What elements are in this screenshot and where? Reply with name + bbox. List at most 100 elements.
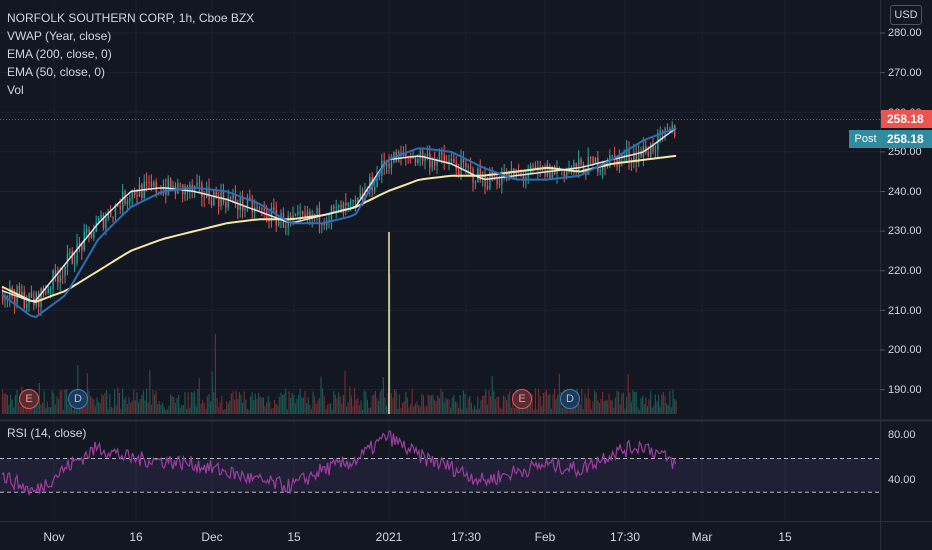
- time-axis-label: 17:30: [609, 530, 641, 544]
- chart-legend: NORFOLK SOUTHERN CORP, 1h, Cboe BZX VWAP…: [7, 9, 254, 99]
- volume-bar: [232, 391, 234, 414]
- volume-bar: [206, 396, 208, 414]
- volume-bar: [146, 388, 148, 414]
- earnings-marker[interactable]: E: [512, 389, 532, 409]
- volume-bar: [109, 394, 111, 414]
- volume-bar: [632, 390, 634, 414]
- volume-bar: [600, 399, 602, 414]
- volume-bar: [67, 404, 69, 414]
- volume-bar: [350, 395, 352, 414]
- volume-bar: [18, 402, 20, 414]
- volume-bar: [107, 409, 109, 414]
- volume-bar: [496, 397, 498, 414]
- candle-body: [441, 152, 443, 155]
- volume-bar: [466, 408, 468, 414]
- volume-bar: [310, 408, 312, 414]
- earnings-marker[interactable]: E: [19, 389, 39, 409]
- candle-body: [225, 201, 227, 208]
- volume-bar: [469, 395, 471, 414]
- volume-bar: [299, 388, 301, 414]
- candle-body: [23, 291, 25, 308]
- candle-body: [206, 187, 208, 198]
- volume-bar: [328, 404, 330, 414]
- rsi-title[interactable]: RSI (14, close): [7, 426, 87, 440]
- indicator-volume[interactable]: Vol: [7, 83, 24, 97]
- indicator-ema50[interactable]: EMA (50, close, 0): [7, 65, 106, 79]
- candle-body: [134, 190, 136, 195]
- volume-bar: [490, 396, 492, 414]
- candle-body: [410, 157, 412, 159]
- volume-bar: [586, 397, 588, 414]
- candle-body: [551, 166, 553, 179]
- volume-bar: [66, 388, 68, 414]
- candle-body: [95, 222, 97, 232]
- volume-bar: [370, 407, 372, 414]
- volume-bar: [384, 397, 386, 414]
- volume-bar: [136, 392, 138, 414]
- symbol-title[interactable]: NORFOLK SOUTHERN CORP, 1h, Cboe BZX: [7, 11, 255, 25]
- price-axis-label: 200.00: [888, 344, 922, 356]
- candle-body: [606, 166, 609, 168]
- time-axis-label: Feb: [534, 530, 556, 544]
- candle-body: [414, 157, 417, 163]
- volume-bar: [253, 399, 255, 414]
- volume-bar: [277, 405, 279, 414]
- volume-bar: [653, 405, 655, 414]
- candle-body: [638, 150, 640, 163]
- volume-bar: [544, 391, 546, 414]
- candle-body: [578, 158, 580, 170]
- candle-body: [294, 214, 297, 216]
- volume-bar: [662, 392, 664, 414]
- volume-bar: [634, 391, 636, 414]
- candle-body: [110, 211, 112, 217]
- volume-bar: [3, 393, 5, 414]
- candle-body: [88, 229, 90, 233]
- volume-bar: [286, 409, 288, 414]
- volume-bar: [650, 391, 652, 414]
- volume-bar: [542, 392, 544, 414]
- volume-bar: [429, 396, 431, 414]
- dividend-marker[interactable]: D: [68, 389, 88, 409]
- volume-bar: [338, 392, 340, 414]
- last-price-tag: 258.18: [881, 110, 932, 128]
- volume-bar: [610, 399, 612, 414]
- volume-bar: [536, 409, 538, 414]
- candle-body: [237, 204, 239, 210]
- candle-body: [424, 156, 426, 161]
- volume-bar: [197, 388, 199, 414]
- candle-body: [388, 163, 390, 168]
- volume-bar: [371, 395, 373, 414]
- rsi-line: [1, 430, 677, 496]
- price-axis-label: 240.00: [888, 186, 922, 198]
- volume-bar: [267, 395, 269, 414]
- indicator-vwap[interactable]: VWAP (Year, close): [7, 29, 112, 43]
- volume-bar: [493, 390, 495, 414]
- volume-bar: [186, 408, 188, 414]
- volume-bar: [16, 389, 18, 414]
- volume-bar: [293, 394, 295, 414]
- indicator-ema200[interactable]: EMA (200, close, 0): [7, 47, 112, 61]
- volume-bar: [611, 400, 613, 414]
- volume-bar: [347, 402, 349, 414]
- candle-body: [585, 174, 587, 176]
- candle-body: [136, 194, 138, 197]
- volume-bar: [56, 396, 58, 414]
- volume-bar: [110, 407, 112, 414]
- volume-bar: [123, 398, 125, 414]
- volume-bar: [645, 397, 647, 414]
- candle-body: [604, 166, 606, 168]
- candle-body: [50, 288, 52, 290]
- volume-bar: [126, 404, 128, 414]
- dividend-marker[interactable]: D: [560, 389, 580, 409]
- currency-button[interactable]: USD: [890, 5, 922, 25]
- volume-bar: [570, 405, 572, 414]
- volume-bar: [101, 394, 103, 414]
- volume-bar: [539, 395, 541, 414]
- volume-bar: [450, 407, 452, 414]
- volume-bar: [451, 397, 453, 414]
- candle-body: [100, 214, 102, 218]
- volume-bar: [290, 397, 292, 414]
- volume-bar: [162, 402, 164, 414]
- volume-bar: [190, 391, 192, 414]
